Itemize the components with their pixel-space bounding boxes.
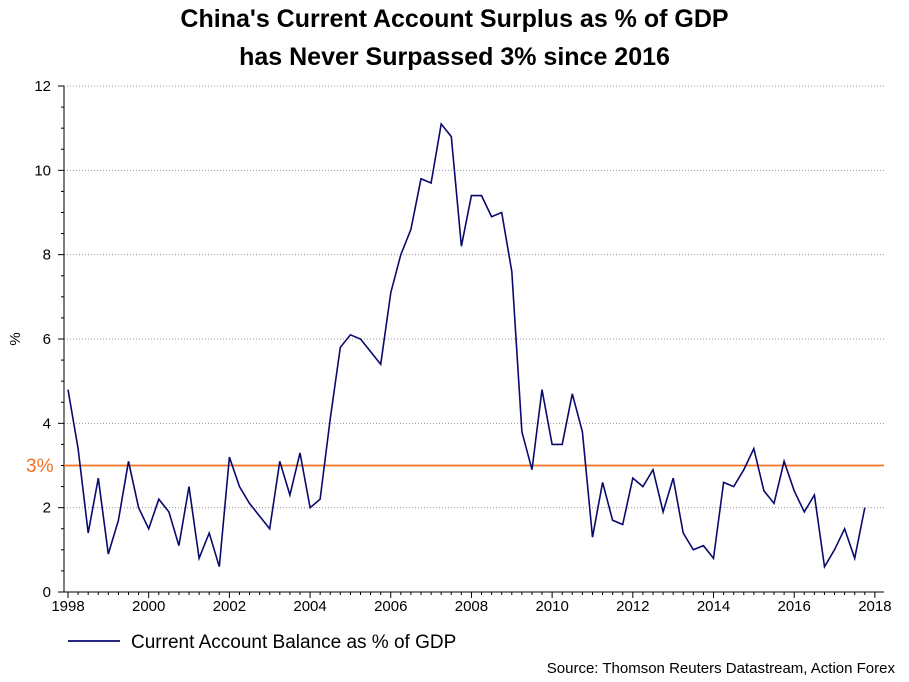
- y-tick-label-4: 4: [43, 415, 51, 432]
- x-tick-label-2016: 2016: [778, 598, 811, 615]
- x-tick-label-2006: 2006: [374, 598, 407, 615]
- y-tick-label-2: 2: [43, 500, 51, 517]
- x-tick-label-2012: 2012: [616, 598, 649, 615]
- x-tick-label-2000: 2000: [132, 598, 165, 615]
- legend-label: Current Account Balance as % of GDP: [131, 632, 456, 653]
- x-tick-label-1998: 1998: [51, 598, 84, 615]
- source-note: Source: Thomson Reuters Datastream, Acti…: [546, 660, 895, 677]
- legend: Current Account Balance as % of GDP: [68, 632, 456, 653]
- grid-lines: [64, 85, 884, 509]
- series-line-current-account: [67, 122, 866, 570]
- x-tick-label-2004: 2004: [293, 598, 326, 615]
- y-axis-label: %: [7, 332, 24, 345]
- chart-title-line-2: has Never Surpassed 3% since 2016: [239, 43, 670, 71]
- chart-title-line-1: China's Current Account Surplus as % of …: [180, 5, 729, 33]
- y-tick-label-8: 8: [43, 247, 51, 264]
- y-axis-ticks: 0 2 4 6 8 10 12: [34, 78, 64, 601]
- reference-line-label: 3%: [26, 456, 54, 477]
- y-tick-label-6: 6: [43, 331, 51, 348]
- x-axis-ticks: 1998 2000 2002 2004 2006 2008 2010 2012 2014 2016…: [51, 592, 892, 615]
- x-tick-label-2014: 2014: [697, 598, 730, 615]
- y-tick-label-0: 0: [43, 584, 51, 601]
- y-tick-label-12: 12: [34, 78, 51, 95]
- x-tick-label-2008: 2008: [455, 598, 488, 615]
- x-tick-label-2010: 2010: [535, 598, 568, 615]
- x-tick-label-2018: 2018: [858, 598, 891, 615]
- y-tick-label-10: 10: [34, 162, 51, 179]
- x-tick-label-2002: 2002: [213, 598, 246, 615]
